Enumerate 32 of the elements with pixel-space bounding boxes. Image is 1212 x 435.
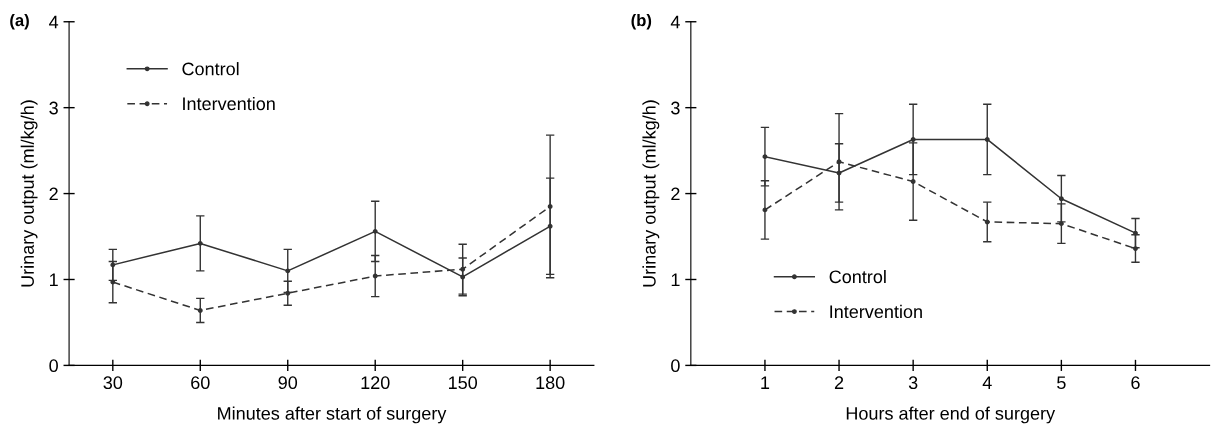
x-tick-label: 3: [908, 376, 918, 390]
x-tick-label: 60: [191, 376, 210, 390]
chart-title: (b): [631, 13, 652, 30]
y-tick-label: 2: [49, 187, 58, 201]
y-axis-title: Urinary output (ml/kg/h): [20, 100, 38, 287]
x-axis-title: Hours after end of surgery: [846, 406, 1056, 424]
x-tick-label: 6: [1131, 376, 1140, 390]
y-tick-label: 0: [49, 359, 58, 373]
x-tick-label: 120: [361, 376, 390, 390]
x-tick-label: 180: [536, 376, 565, 390]
x-tick-label: 150: [449, 376, 478, 390]
x-tick-label: 1: [761, 376, 770, 389]
x-tick-label: 4: [982, 376, 992, 389]
y-tick-label: 0: [671, 359, 680, 373]
x-tick-label: 2: [834, 376, 844, 389]
y-tick-label: 3: [671, 101, 680, 115]
legend-label: Control: [182, 62, 239, 76]
legend-label: Intervention: [830, 304, 922, 319]
legend-label: Intervention: [183, 96, 275, 111]
legend-label: Control: [829, 269, 886, 284]
x-axis-title: Minutes after start of surgery: [218, 406, 447, 424]
y-tick-label: 1: [50, 273, 58, 287]
y-tick-label: 4: [670, 15, 680, 29]
y-tick-label: 3: [49, 101, 58, 115]
x-tick-label: 90: [278, 376, 298, 390]
x-tick-label: 5: [1057, 376, 1066, 390]
y-tick-label: 1: [671, 273, 680, 287]
chart-title: (a): [10, 13, 29, 30]
y-axis-title: Urinary output (ml/kg/h): [642, 100, 660, 287]
y-tick-label: 4: [49, 15, 59, 29]
y-tick-label: 2: [671, 187, 680, 201]
x-tick-label: 30: [103, 376, 123, 390]
